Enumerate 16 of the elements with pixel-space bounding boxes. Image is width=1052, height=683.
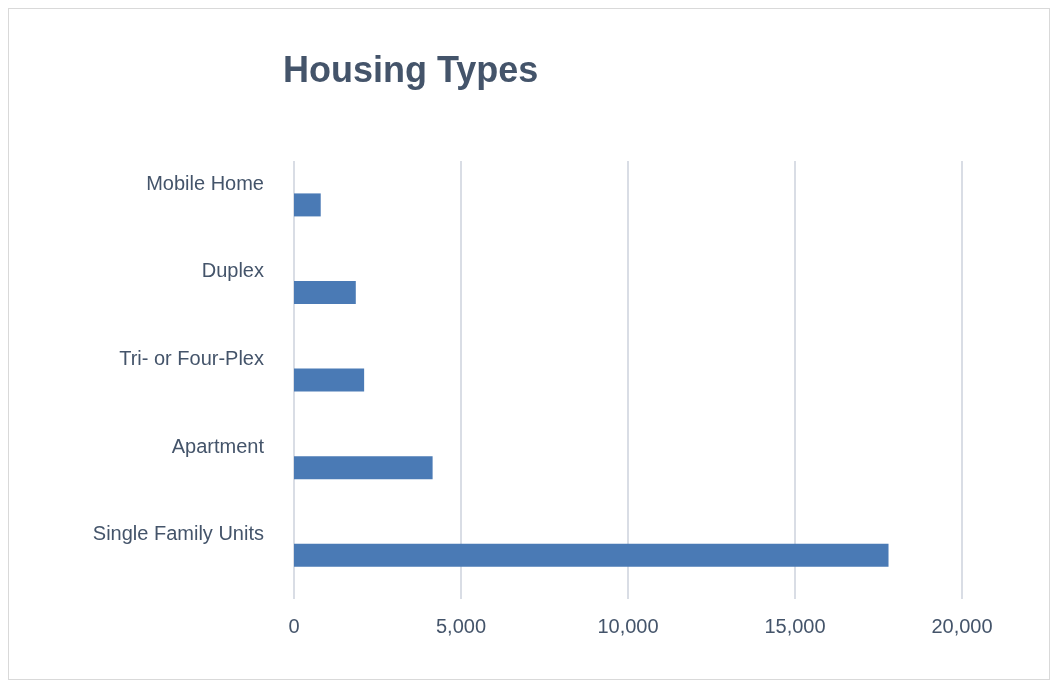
chart-title: Housing Types bbox=[283, 49, 539, 91]
x-tick-label: 10,000 bbox=[597, 615, 659, 638]
y-tick-label: Single Family Units bbox=[92, 522, 264, 545]
bar bbox=[294, 543, 889, 567]
y-tick-label: Tri- or Four-Plex bbox=[119, 347, 264, 369]
x-tick-label: 20,000 bbox=[931, 615, 993, 638]
y-tick-label: Apartment bbox=[171, 434, 265, 457]
x-tick-label: 5,000 bbox=[435, 615, 487, 638]
bar bbox=[294, 368, 365, 392]
y-tick-label: Mobile Home bbox=[146, 171, 264, 194]
y-tick-label: Duplex bbox=[201, 259, 264, 282]
x-tick-label: 15,000 bbox=[764, 615, 826, 638]
x-tick-label: 0 bbox=[288, 615, 300, 638]
bar bbox=[294, 193, 321, 217]
bar bbox=[294, 456, 433, 480]
bar bbox=[294, 281, 356, 305]
